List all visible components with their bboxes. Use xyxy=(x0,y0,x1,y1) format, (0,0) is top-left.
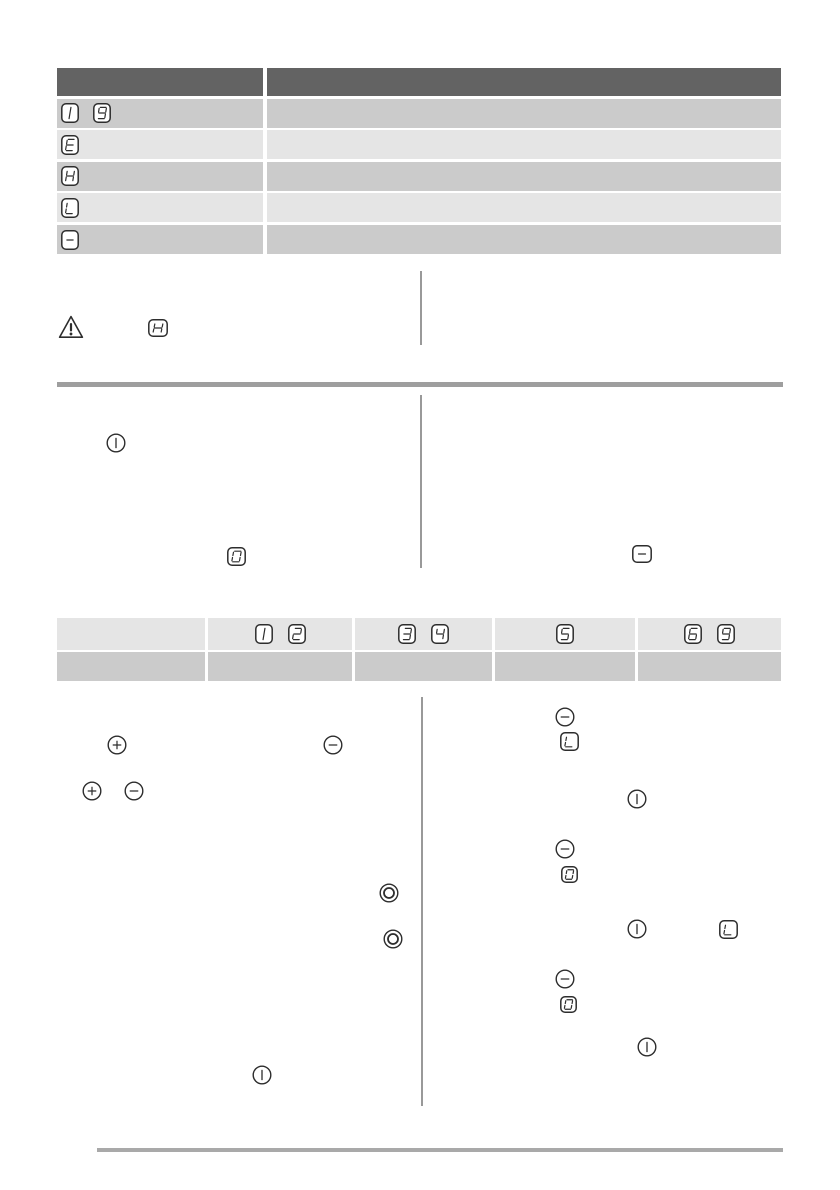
table-row-description-cell xyxy=(267,193,781,223)
seg-dash-icon xyxy=(61,229,79,250)
heat-table-value-cell xyxy=(355,652,492,681)
table-row-symbol-cell xyxy=(57,98,263,128)
seg-6-icon xyxy=(684,624,702,644)
display-table-header-description-cell xyxy=(267,68,781,96)
seg-4-icon xyxy=(431,624,449,644)
seg-2-icon xyxy=(287,624,306,644)
power-on-icon xyxy=(252,1065,272,1085)
warning-triangle-icon xyxy=(58,315,84,339)
heat-table-header-cell xyxy=(57,618,205,650)
column-divider-line xyxy=(420,271,422,345)
table-row-symbol-cell xyxy=(57,130,263,160)
section-divider-rule xyxy=(57,382,783,387)
heat-table-header-cell xyxy=(355,618,492,650)
indicator-ring-icon xyxy=(379,883,399,903)
heat-table-value-cell xyxy=(57,652,205,681)
seg-5-icon xyxy=(556,624,574,644)
minus-sensor-icon xyxy=(555,839,575,859)
heat-table-header-cell xyxy=(495,618,635,650)
segment-display-0-icon xyxy=(560,865,578,883)
seg-9-icon xyxy=(93,103,111,124)
seg-H-icon xyxy=(61,166,79,187)
power-on-icon xyxy=(627,789,647,809)
minus-sensor-icon xyxy=(124,781,144,801)
table-row-description-cell xyxy=(267,98,781,128)
minus-sensor-icon xyxy=(323,735,343,755)
table-row-description-cell xyxy=(267,225,781,254)
heat-table-header-cell xyxy=(208,618,352,650)
power-on-icon xyxy=(637,1037,657,1057)
power-on-icon xyxy=(106,433,126,453)
segment-display-L-icon xyxy=(559,731,579,751)
footer-rule xyxy=(97,1148,783,1152)
power-on-icon xyxy=(627,919,647,939)
minus-sensor-icon xyxy=(555,707,575,727)
heat-table-value-cell xyxy=(638,652,781,681)
table-row-symbol-cell xyxy=(57,161,263,191)
seg-1-icon xyxy=(61,103,79,124)
column-divider-line xyxy=(421,697,423,1106)
segment-display-H-icon xyxy=(148,319,168,337)
seg-3-icon xyxy=(398,624,416,644)
column-divider-line xyxy=(420,395,422,568)
heat-table-header-cell xyxy=(638,618,781,650)
seg-9-icon xyxy=(717,624,735,644)
heat-table-value-cell xyxy=(208,652,352,681)
seg-L-icon xyxy=(61,197,79,218)
indicator-ring-icon xyxy=(383,929,403,949)
segment-display-L-icon xyxy=(718,919,738,939)
table-row-symbol-cell xyxy=(57,225,263,254)
segment-display-0-icon xyxy=(226,546,246,566)
segment-display-0-icon xyxy=(559,995,577,1013)
table-row-symbol-cell xyxy=(57,193,263,223)
segment-display-dash-icon xyxy=(632,545,652,563)
minus-sensor-icon xyxy=(555,969,575,989)
table-row-description-cell xyxy=(267,130,781,160)
plus-sensor-icon xyxy=(107,735,127,755)
table-row-description-cell xyxy=(267,161,781,191)
seg-1-icon xyxy=(254,624,273,644)
heat-settings-table xyxy=(57,618,781,681)
display-symbols-table xyxy=(57,68,781,254)
display-table-header-symbol-cell xyxy=(57,68,263,96)
plus-sensor-icon xyxy=(82,781,102,801)
seg-E-icon xyxy=(61,134,79,155)
heat-table-value-cell xyxy=(495,652,635,681)
